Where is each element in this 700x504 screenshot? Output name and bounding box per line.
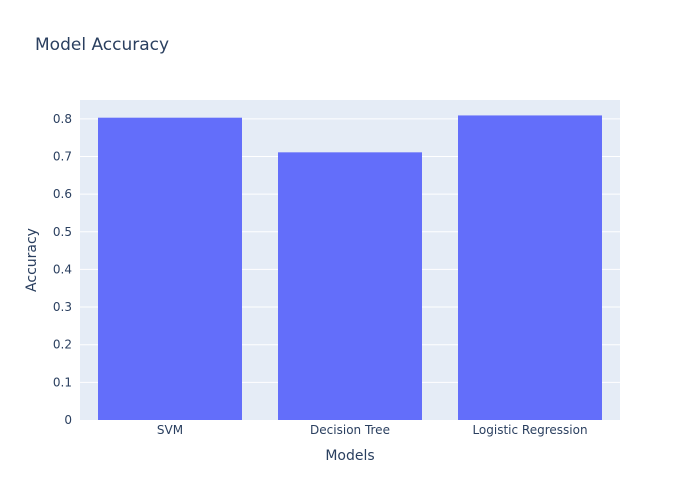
chart-title: Model Accuracy <box>35 35 169 55</box>
y-tick-label: 0.4 <box>53 262 72 276</box>
y-axis-title: Accuracy <box>24 228 40 292</box>
x-axis-title: Models <box>325 448 374 464</box>
x-axis-ticks: SVM Decision Tree Logistic Regression <box>157 423 588 437</box>
y-tick-label: 0.5 <box>53 225 72 239</box>
y-tick-label: 0.6 <box>53 187 72 201</box>
y-tick-label: 0.1 <box>53 375 72 389</box>
y-tick-label: 0 <box>64 413 72 427</box>
bar-decision-tree <box>278 152 422 420</box>
y-axis-ticks: 0 0.1 0.2 0.3 0.4 0.5 0.6 0.7 0.8 <box>53 112 72 427</box>
x-tick-label: Decision Tree <box>310 423 390 437</box>
y-tick-label: 0.8 <box>53 112 72 126</box>
y-tick-label: 0.2 <box>53 338 72 352</box>
bar-svm <box>98 117 242 420</box>
x-tick-label: Logistic Regression <box>472 423 587 437</box>
bars <box>98 115 602 420</box>
y-tick-label: 0.3 <box>53 300 72 314</box>
x-tick-label: SVM <box>157 423 183 437</box>
bar-logistic-regression <box>458 115 602 420</box>
y-tick-label: 0.7 <box>53 149 72 163</box>
